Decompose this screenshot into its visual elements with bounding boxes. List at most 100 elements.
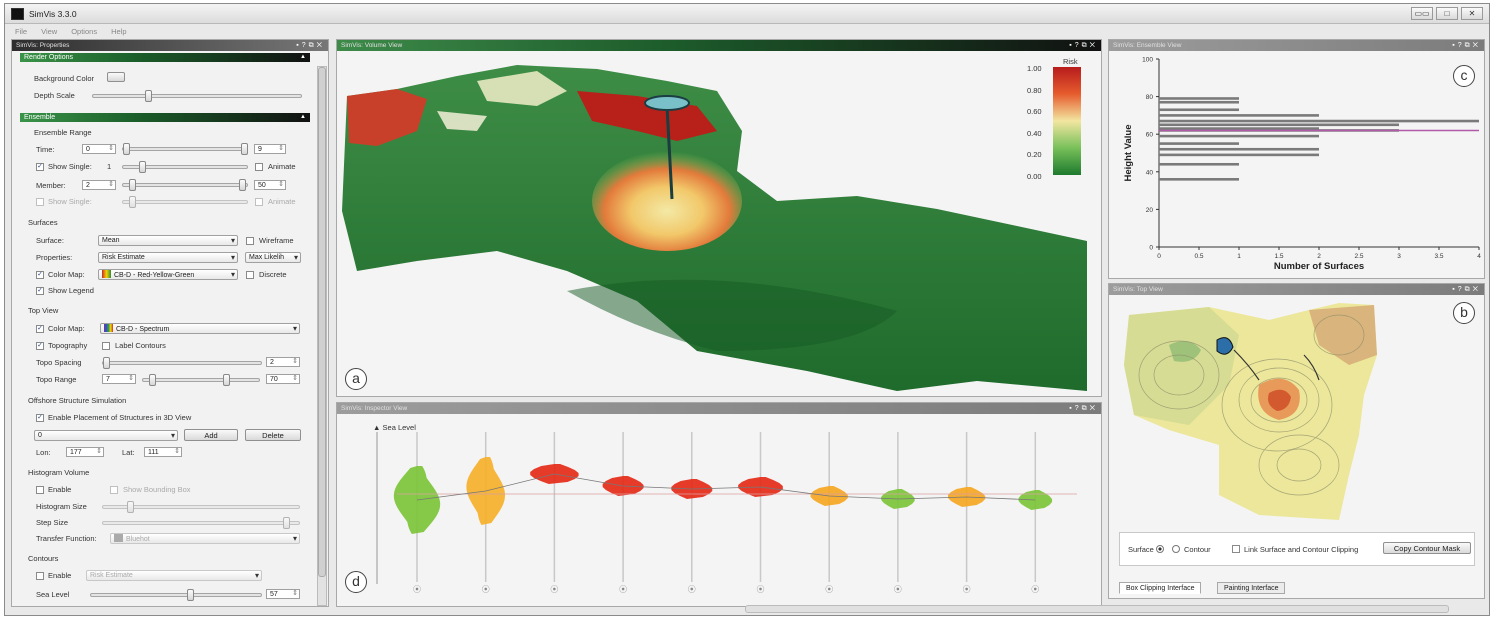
dock-controls[interactable]: ▪?⧉✕ <box>1069 405 1098 412</box>
surface-radio[interactable] <box>1156 545 1164 553</box>
show-single-checkbox[interactable]: ✓ <box>36 163 44 171</box>
show-legend-checkbox[interactable]: ✓ <box>36 287 44 295</box>
histogram-bar <box>1159 147 1319 151</box>
surface-colormap-checkbox[interactable]: ✓ <box>36 271 44 279</box>
slider-handle-min[interactable] <box>129 179 136 191</box>
depth-scale-slider[interactable] <box>92 90 302 102</box>
show-single2-checkbox[interactable] <box>36 198 44 206</box>
contour-radio-label: Contour <box>1184 545 1211 554</box>
slider-handle[interactable] <box>129 196 136 208</box>
time-label: Time: <box>36 145 55 154</box>
enable-placement-checkbox[interactable]: ✓ <box>36 414 44 422</box>
properties-scrollbar[interactable] <box>317 66 327 606</box>
animate2-checkbox[interactable] <box>255 198 263 206</box>
slider-handle[interactable] <box>145 90 152 102</box>
time-range-slider[interactable] <box>122 143 248 155</box>
menu-view[interactable]: View <box>41 27 58 36</box>
histogram-enable-checkbox[interactable] <box>36 486 44 494</box>
slider-handle[interactable] <box>127 501 134 513</box>
properties-extra-select[interactable]: Max Likelih <box>245 252 301 263</box>
slider-handle[interactable] <box>139 161 146 173</box>
ensemble-header[interactable]: Ensemble ▲ <box>20 113 310 122</box>
horizontal-scrollbar[interactable] <box>745 605 1449 613</box>
show-single-slider[interactable] <box>122 161 248 173</box>
slider-handle-max[interactable] <box>239 179 246 191</box>
dock-controls[interactable]: ▪?⧉✕ <box>296 42 325 49</box>
tab-box-clipping[interactable]: Box Clipping Interface <box>1119 582 1202 594</box>
copy-contour-mask-button[interactable]: Copy Contour Mask <box>1383 542 1471 554</box>
topo-range-slider[interactable] <box>142 374 260 386</box>
show-legend-label: Show Legend <box>48 286 94 295</box>
slider-handle[interactable] <box>283 517 290 529</box>
x-tick-label: 3 <box>1397 253 1401 260</box>
scrollbar-thumb[interactable] <box>318 67 326 577</box>
member-max-spinbox[interactable]: 50 <box>254 180 286 190</box>
topview-colormap-checkbox[interactable]: ✓ <box>36 325 44 333</box>
slider-handle[interactable] <box>187 589 194 601</box>
slider-handle-min[interactable] <box>149 374 156 386</box>
properties-panel: SimVis: Properties ▪?⧉✕ Render Options ▲ … <box>11 39 329 607</box>
bounding-box-checkbox[interactable] <box>110 486 118 494</box>
contour-radio[interactable] <box>1172 545 1180 553</box>
ensemble-histogram[interactable]: 0 20 40 60 80 100 0 0.5 1 1.5 2 2.5 3 3.5 4 Number of S… <box>1109 51 1484 278</box>
contours-enable-checkbox[interactable] <box>36 572 44 580</box>
discrete-checkbox[interactable] <box>246 271 254 279</box>
restore-button[interactable]: ▭▭ <box>1411 7 1433 20</box>
topo-range-min-spinbox[interactable]: 7 <box>102 374 136 384</box>
y-tick-label: 40 <box>1146 169 1154 176</box>
sea-level-slider[interactable] <box>90 589 262 601</box>
animate-checkbox[interactable] <box>255 163 263 171</box>
contours-header: Contours <box>28 554 59 563</box>
render-options-header[interactable]: Render Options ▲ <box>20 53 310 62</box>
transfer-function-select[interactable]: Bluehot <box>110 533 300 544</box>
slider-handle[interactable] <box>103 357 110 369</box>
lon-spinbox[interactable]: 177 <box>66 447 104 457</box>
contours-select[interactable]: Risk Estimate <box>86 570 262 581</box>
volume-render[interactable] <box>337 51 1101 396</box>
add-button[interactable]: Add <box>184 429 238 441</box>
top-view-map[interactable] <box>1109 295 1484 520</box>
histogram-enable-label: Enable <box>48 485 72 494</box>
properties-select[interactable]: Risk Estimate <box>98 252 238 263</box>
map-green-patch <box>1169 341 1201 362</box>
topview-colormap-select[interactable]: CB-D - Spectrum <box>100 323 300 334</box>
topo-spacing-slider[interactable] <box>102 357 262 369</box>
menu-options[interactable]: Options <box>71 27 98 36</box>
histogram-size-slider[interactable] <box>102 501 300 513</box>
member-range-slider[interactable] <box>122 179 248 191</box>
surfaces-header: Surfaces <box>28 218 58 227</box>
maximize-button[interactable]: □ <box>1436 7 1458 20</box>
time-max-spinbox[interactable]: 9 <box>254 144 286 154</box>
close-button[interactable]: ✕ <box>1461 7 1483 20</box>
lat-spinbox[interactable]: 111 <box>144 447 182 457</box>
background-color-button[interactable] <box>107 72 125 82</box>
volume-view-title: SimVis: Volume View <box>337 40 1101 51</box>
surface-colormap-select[interactable]: CB-D - Red-Yellow-Green <box>98 269 238 280</box>
step-size-slider[interactable] <box>102 517 300 529</box>
dock-controls[interactable]: ▪?⧉✕ <box>1452 286 1481 293</box>
link-clipping-checkbox[interactable] <box>1232 545 1240 553</box>
inspector-plot[interactable]: ⦿ ⦿ ⦿ ⦿ ⦿ ⦿ ⦿ ⦿ ⦿ ⦿ <box>337 414 1101 606</box>
topo-spacing-spinbox[interactable]: 2 <box>266 357 300 367</box>
time-min-spinbox[interactable]: 0 <box>82 144 116 154</box>
tab-painting[interactable]: Painting Interface <box>1217 582 1286 594</box>
menu-help[interactable]: Help <box>111 27 127 36</box>
structure-pole <box>665 105 674 200</box>
label-contours-checkbox[interactable] <box>102 342 110 350</box>
dock-controls[interactable]: ▪?⧉✕ <box>1452 42 1481 49</box>
dock-controls[interactable]: ▪?⧉✕ <box>1069 42 1098 49</box>
slider-handle-max[interactable] <box>223 374 230 386</box>
delete-button[interactable]: Delete <box>245 429 301 441</box>
structure-select[interactable]: 0 <box>34 430 178 441</box>
menu-file[interactable]: File <box>15 27 28 36</box>
sea-level-spinbox[interactable]: 57 <box>266 589 300 599</box>
topography-checkbox[interactable]: ✓ <box>36 342 44 350</box>
title-bar: SimVis 3.3.0 ▭▭ □ ✕ <box>5 4 1489 24</box>
topo-range-max-spinbox[interactable]: 70 <box>266 374 300 384</box>
show-single2-slider[interactable] <box>122 196 248 208</box>
member-min-spinbox[interactable]: 2 <box>82 180 116 190</box>
surface-select[interactable]: Mean <box>98 235 238 246</box>
slider-handle-min[interactable] <box>123 143 130 155</box>
wireframe-checkbox[interactable] <box>246 237 254 245</box>
slider-handle-max[interactable] <box>241 143 248 155</box>
